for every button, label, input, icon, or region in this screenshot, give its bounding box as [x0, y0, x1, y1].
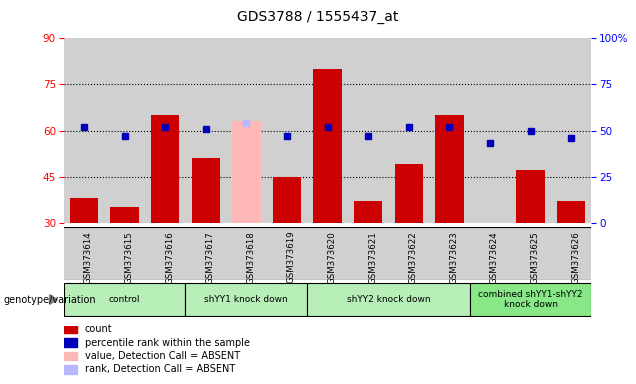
Text: count: count [85, 324, 113, 334]
Text: GSM373623: GSM373623 [450, 231, 459, 284]
Text: GSM373616: GSM373616 [165, 231, 174, 284]
Text: GSM373624: GSM373624 [490, 231, 499, 284]
Bar [469, 227, 510, 280]
Bar [394, 164, 423, 223]
Bar [232, 121, 261, 223]
Text: GSM373617: GSM373617 [205, 231, 215, 284]
Bar [389, 227, 429, 280]
Bar [64, 352, 77, 360]
Text: GDS3788 / 1555437_at: GDS3788 / 1555437_at [237, 10, 399, 23]
Text: rank, Detection Call = ABSENT: rank, Detection Call = ABSENT [85, 364, 235, 374]
Bar [226, 227, 266, 280]
Bar [191, 158, 220, 223]
Bar [64, 338, 77, 347]
Bar [186, 38, 226, 223]
Text: percentile rank within the sample: percentile rank within the sample [85, 338, 250, 348]
Text: GSM373621: GSM373621 [368, 231, 377, 284]
Bar [429, 38, 469, 223]
Text: shYY1 knock down: shYY1 knock down [204, 295, 288, 304]
Bar [64, 227, 104, 280]
Bar [70, 198, 98, 223]
Bar [64, 325, 77, 333]
Bar [348, 38, 389, 223]
Bar [64, 365, 77, 374]
FancyArrow shape [50, 295, 57, 305]
Bar [110, 207, 139, 223]
Bar [151, 115, 179, 223]
Bar [273, 177, 301, 223]
Text: value, Detection Call = ABSENT: value, Detection Call = ABSENT [85, 351, 240, 361]
FancyBboxPatch shape [469, 283, 591, 316]
Bar [266, 38, 307, 223]
Text: GSM373622: GSM373622 [409, 231, 418, 284]
FancyBboxPatch shape [307, 283, 469, 316]
FancyBboxPatch shape [64, 283, 186, 316]
Bar [557, 201, 585, 223]
Bar [314, 69, 342, 223]
Text: control: control [109, 295, 141, 304]
Bar [226, 38, 266, 223]
Bar [551, 38, 591, 223]
Bar [307, 38, 348, 223]
Text: GSM373614: GSM373614 [84, 231, 93, 284]
Text: combined shYY1-shYY2
knock down: combined shYY1-shYY2 knock down [478, 290, 583, 309]
Bar [186, 227, 226, 280]
Text: GSM373618: GSM373618 [246, 231, 255, 284]
Text: GSM373615: GSM373615 [125, 231, 134, 284]
Text: genotype/variation: genotype/variation [3, 295, 96, 305]
Bar [469, 38, 510, 223]
Bar [435, 115, 464, 223]
Bar [307, 227, 348, 280]
Text: shYY2 knock down: shYY2 knock down [347, 295, 431, 304]
Bar [516, 170, 545, 223]
Bar [551, 227, 591, 280]
Bar [429, 227, 469, 280]
Text: GSM373626: GSM373626 [571, 231, 580, 284]
Bar [510, 227, 551, 280]
Bar [266, 227, 307, 280]
FancyBboxPatch shape [186, 283, 307, 316]
Text: GSM373625: GSM373625 [530, 231, 539, 284]
Bar [104, 227, 145, 280]
Text: GSM373619: GSM373619 [287, 231, 296, 283]
Bar [389, 38, 429, 223]
Bar [510, 38, 551, 223]
Bar [354, 201, 382, 223]
Bar [64, 38, 104, 223]
Bar [145, 38, 186, 223]
Bar [104, 38, 145, 223]
Bar [348, 227, 389, 280]
Bar [145, 227, 186, 280]
Text: GSM373620: GSM373620 [328, 231, 336, 284]
